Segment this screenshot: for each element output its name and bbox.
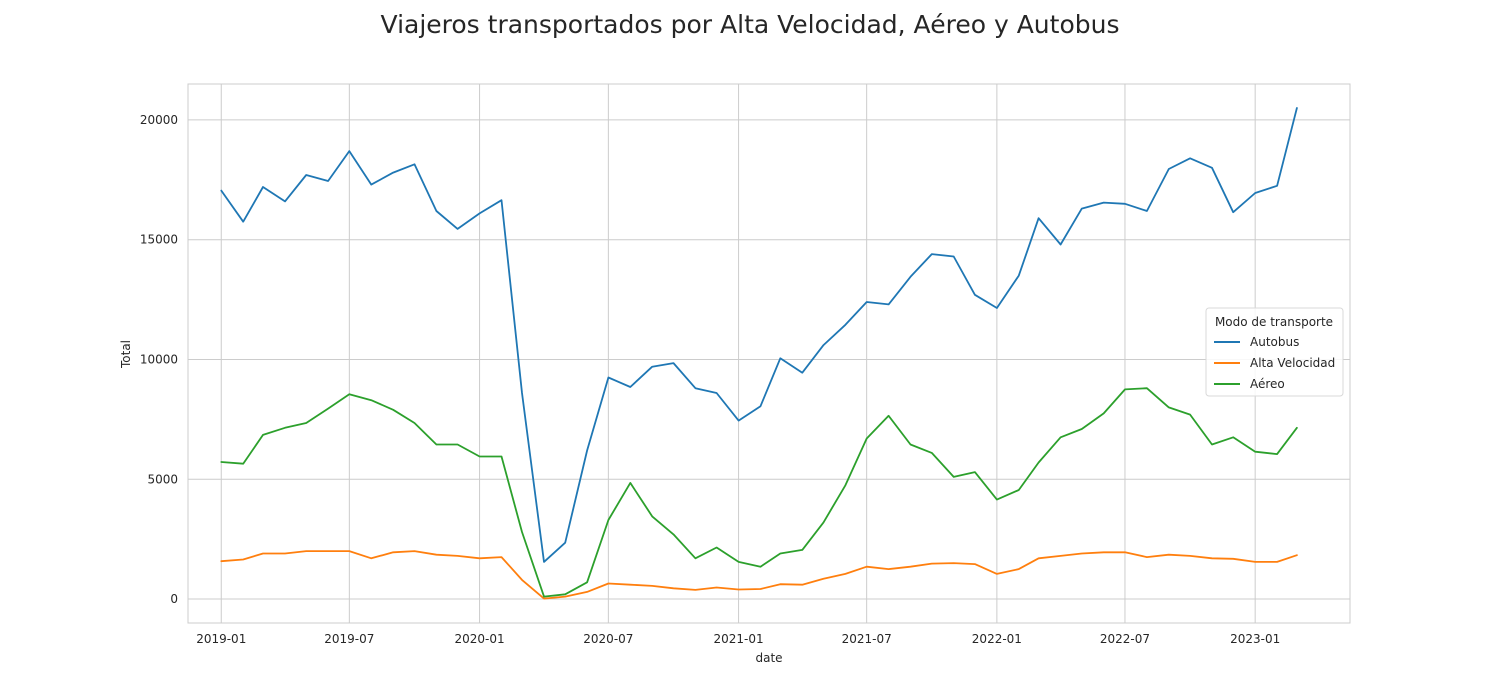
series-lines (220, 107, 1298, 600)
x-tick-label: 2022-07 (1100, 632, 1150, 646)
series-line-a-reo (220, 387, 1298, 598)
legend-label: Aéreo (1250, 377, 1285, 391)
y-tick-label: 10000 (140, 352, 178, 366)
y-tick-label: 15000 (140, 233, 178, 247)
legend-label: Alta Velocidad (1250, 356, 1335, 370)
x-tick-label: 2020-07 (583, 632, 633, 646)
x-tick-label: 2022-01 (972, 632, 1022, 646)
y-tick-label: 5000 (147, 472, 178, 486)
y-axis-label: Total (119, 340, 133, 369)
y-tick-label: 0 (170, 592, 178, 606)
x-tick-labels: 2019-01 2019-07 2020-01 2020-07 2021-01 2021-… (196, 632, 1280, 646)
x-tick-label: 2019-07 (324, 632, 374, 646)
chart-title: Viajeros transportados por Alta Velocida… (381, 10, 1120, 39)
x-tick-label: 2021-07 (842, 632, 892, 646)
y-gridlines (188, 119, 1350, 600)
y-tick-label: 20000 (140, 113, 178, 127)
y-tick-labels: 0 5000 10000 15000 20000 (140, 113, 178, 606)
legend-title: Modo de transporte (1215, 315, 1333, 329)
x-tick-label: 2020-01 (454, 632, 504, 646)
x-tick-label: 2019-01 (196, 632, 246, 646)
legend-box (1205, 307, 1344, 397)
legend-label: Autobus (1250, 335, 1299, 349)
legend: Modo de transporte Autobus Alta Velocidad… (1205, 307, 1344, 397)
series-line-alta-velocidad (220, 550, 1298, 600)
series-line-autobus (220, 107, 1298, 563)
x-tick-label: 2023-01 (1230, 632, 1280, 646)
plot-area (187, 83, 1351, 624)
legend-items: Autobus Alta Velocidad Aéreo (1214, 335, 1335, 391)
x-tick-label: 2021-01 (713, 632, 763, 646)
x-axis-label: date (755, 651, 782, 665)
